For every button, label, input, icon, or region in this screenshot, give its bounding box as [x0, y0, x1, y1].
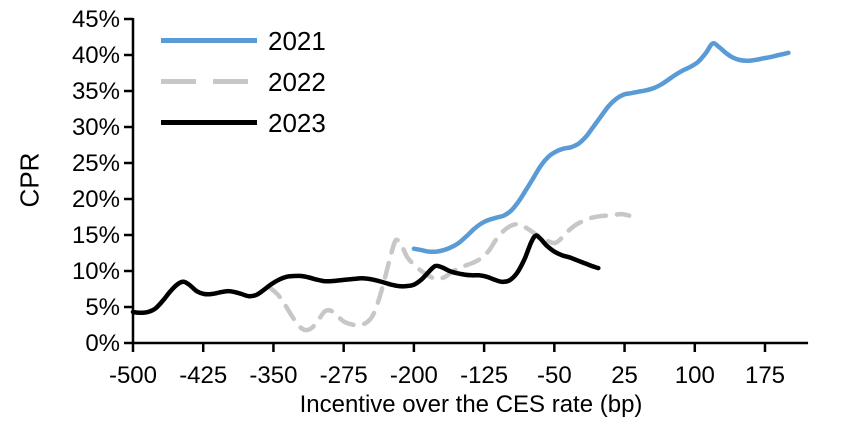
legend-label-2021: 2021	[268, 25, 326, 56]
y-tick-label: 5%	[85, 294, 120, 321]
x-tick-label: -425	[179, 362, 227, 389]
y-tick-label: 40%	[72, 42, 120, 69]
legend: 2021 2022 2023	[161, 20, 326, 143]
legend-item-2021: 2021	[161, 20, 326, 61]
x-tick-label: 175	[745, 362, 785, 389]
legend-swatch-2022-line	[161, 79, 257, 84]
y-tick-label: 30%	[72, 114, 120, 141]
series-line-2021	[411, 41, 791, 254]
series-line-2023	[130, 233, 601, 316]
x-tick-label: -350	[249, 362, 297, 389]
legend-swatch-2023-line	[161, 120, 257, 125]
legend-item-2022: 2022	[161, 61, 326, 102]
x-tick-label: -125	[460, 362, 508, 389]
y-tick-label: 20%	[72, 186, 120, 213]
x-axis-title: Incentive over the CES rate (bp)	[299, 391, 643, 418]
legend-swatch-2021-line	[161, 38, 257, 43]
y-tick-label: 45%	[72, 6, 120, 33]
legend-label-2023: 2023	[268, 107, 326, 138]
series-line-2022	[266, 211, 632, 333]
y-tick-label: 15%	[72, 222, 120, 249]
y-tick-label: 25%	[72, 150, 120, 177]
x-tick-label: 25	[611, 362, 638, 389]
y-axis-title: CPR	[14, 152, 45, 208]
y-tick-label: 0%	[85, 330, 120, 357]
x-tick-label: -500	[109, 362, 157, 389]
y-tick-label: 10%	[72, 258, 120, 285]
x-tick-label: -200	[390, 362, 438, 389]
x-tick-label: 100	[675, 362, 715, 389]
x-tick-label: -50	[537, 362, 572, 389]
y-tick-label: 35%	[72, 78, 120, 105]
legend-label-2022: 2022	[268, 66, 326, 97]
legend-item-2023: 2023	[161, 102, 326, 143]
x-tick-label: -275	[320, 362, 368, 389]
